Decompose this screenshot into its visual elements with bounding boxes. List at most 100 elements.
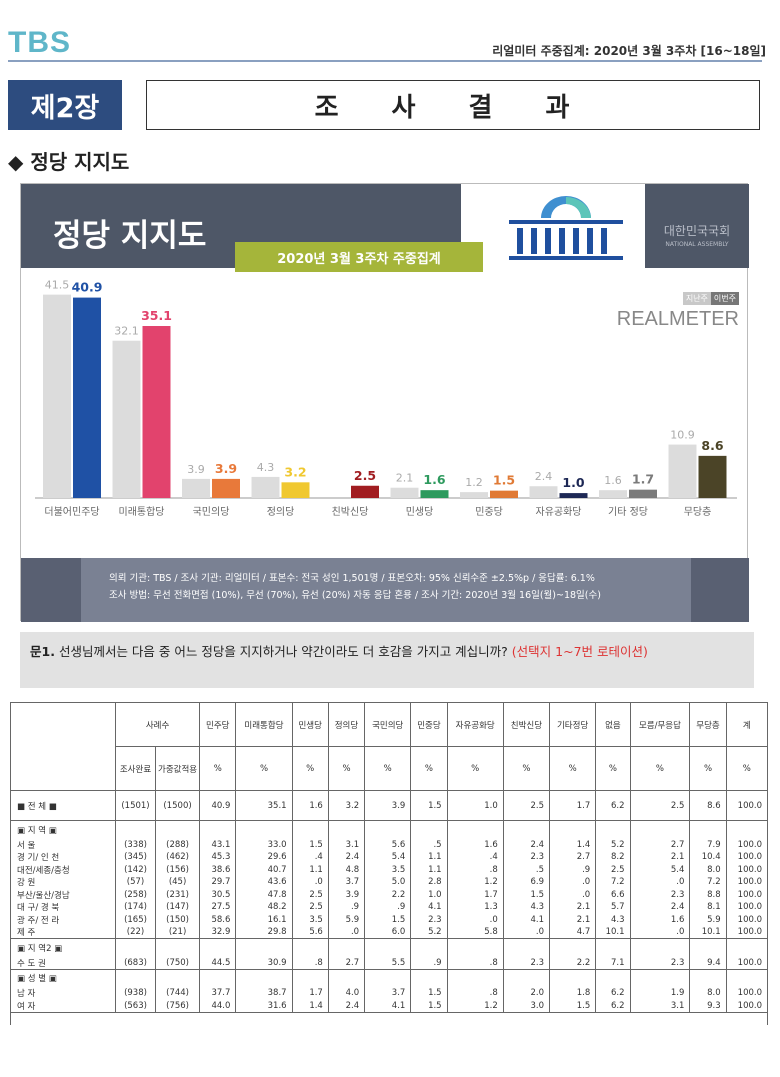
value-cell: 5.8	[446, 926, 504, 939]
table-cell	[689, 938, 727, 957]
value-cell: .5	[410, 838, 448, 851]
question-box: 문1. 선생님께서는 다음 중 어느 정당을 지지하거나 약간이라도 더 호감을…	[20, 632, 754, 688]
column-header: 무당층	[689, 702, 727, 747]
bar-curr	[212, 478, 240, 498]
row-label: 남 자	[10, 987, 116, 1000]
question-note: (선택지 1~7번 로테이션)	[511, 644, 648, 659]
value-cell: 2.3	[629, 888, 690, 901]
footer-line-2: 조사 방법: 무선 전화면접 (10%), 무선 (70%), 유선 (20%)…	[109, 590, 601, 601]
value-cell: 2.4	[629, 901, 690, 914]
unit-cell: %	[725, 746, 769, 791]
value-cell: 7.9	[689, 838, 727, 851]
unit-cell: %	[446, 746, 504, 791]
value-label-curr: 3.2	[284, 464, 306, 479]
value-cell: 1.0	[446, 790, 504, 821]
table-cell	[502, 938, 550, 957]
weighted-count: (150)	[154, 913, 200, 926]
value-cell: .0	[446, 913, 504, 926]
sample-count: (338)	[115, 838, 156, 851]
value-cell: 100.0	[725, 876, 769, 889]
assembly-label: 대한민국국회 NATIONAL ASSEMBLY	[645, 184, 749, 268]
value-label-curr: 40.9	[72, 280, 103, 295]
value-cell: 1.4	[291, 999, 329, 1012]
value-label-curr: 35.1	[141, 308, 172, 323]
assembly-name: 대한민국국회	[663, 224, 731, 238]
value-cell: 3.9	[364, 790, 411, 821]
group-label: ▣ 성 별 ▣	[10, 968, 116, 987]
table-row: 서 울 (338) (288) 43.1 33.0 1.5 3.1 5.6.5 1.6 2.4 1.…	[10, 838, 769, 851]
value-cell: 8.2	[595, 851, 631, 864]
table-cell	[154, 938, 200, 957]
value-cell: 4.0	[327, 987, 365, 1000]
table-cell	[549, 820, 596, 839]
value-cell: 5.9	[689, 913, 727, 926]
header-sample-weighted: 가중값적용	[154, 746, 200, 791]
unit-cell: %	[410, 746, 448, 791]
row-label: 강 원	[10, 876, 116, 889]
value-cell: 5.9	[327, 913, 365, 926]
value-cell: 100.0	[725, 863, 769, 876]
table-unit-row: 조사완료 가중값적용%%%%%%%%%%%%%	[11, 746, 769, 791]
weighted-count: (756)	[154, 999, 200, 1012]
value-cell: 1.6	[291, 790, 329, 821]
table-cell	[629, 820, 690, 839]
category-label: 정의당	[267, 506, 295, 518]
party-support-panel: 정당 지지도 대한민국국회 NATIONAL ASSEMBLY 2020년 3월 …	[20, 183, 749, 622]
value-label-prev: 1.2	[465, 476, 483, 489]
value-cell: 3.9	[327, 888, 365, 901]
row-label: 서 울	[10, 838, 116, 851]
bar-curr	[698, 455, 727, 498]
table-cell	[327, 968, 365, 987]
table-cell	[199, 968, 236, 987]
value-cell: 5.4	[364, 851, 411, 864]
value-cell: 31.6	[235, 999, 293, 1012]
legend-prev: 지난주	[682, 292, 711, 305]
table-cell	[199, 820, 236, 839]
value-cell: 1.9	[629, 987, 690, 1000]
table-cell	[502, 968, 550, 987]
value-cell: .8	[446, 863, 504, 876]
value-cell: 1.7	[291, 987, 329, 1000]
value-cell: 29.7	[199, 876, 236, 889]
value-cell: 5.5	[364, 956, 411, 969]
bar-curr	[559, 493, 588, 498]
table-cell	[199, 938, 236, 957]
column-header: 없음	[595, 702, 631, 747]
chapter-title: 조 사 결 과	[146, 80, 760, 130]
value-cell: 8.8	[689, 888, 727, 901]
value-cell: 30.9	[235, 956, 293, 969]
row-label: 여 자	[10, 999, 116, 1012]
value-cell: 10.1	[689, 926, 727, 939]
unit-cell: %	[364, 746, 411, 791]
value-cell: 4.3	[502, 901, 550, 914]
value-cell: 6.2	[595, 987, 631, 1000]
value-cell: 8.0	[689, 863, 727, 876]
value-cell: 2.5	[291, 888, 329, 901]
weighted-count: (21)	[154, 926, 200, 939]
value-label-prev: 41.5	[45, 279, 70, 292]
bar-curr	[629, 489, 657, 498]
value-cell: .5	[502, 863, 550, 876]
value-cell: 100.0	[725, 987, 769, 1000]
sample-count: (165)	[115, 913, 156, 926]
value-cell: 2.1	[549, 901, 596, 914]
value-cell: 4.7	[549, 926, 596, 939]
value-cell: 2.7	[327, 956, 365, 969]
bar-curr	[351, 485, 379, 498]
table-row: 여 자 (563) (756) 44.0 31.6 1.4 2.4 4.1 1.5 1.2 3.0 1…	[10, 999, 769, 1012]
sample-count: (57)	[115, 876, 156, 889]
value-cell: .0	[327, 926, 365, 939]
value-label-curr: 1.0	[562, 475, 584, 490]
value-cell: .0	[291, 876, 329, 889]
value-cell: 1.5	[291, 838, 329, 851]
question-text: 선생님께서는 다음 중 어느 정당을 지지하거나 약간이라도 더 호감을 가지고…	[58, 644, 508, 659]
value-cell: .0	[629, 926, 690, 939]
value-cell: .8	[291, 956, 329, 969]
value-cell: 100.0	[725, 838, 769, 851]
table-row: 대 구/ 경 북 (174) (147) 27.5 48.2 2.5.9.9 4.1 1.3 4…	[10, 901, 769, 914]
value-cell: 6.6	[595, 888, 631, 901]
value-cell: 1.6	[446, 838, 504, 851]
table-cell	[549, 938, 596, 957]
value-cell: 7.1	[595, 956, 631, 969]
table-cell	[291, 820, 329, 839]
